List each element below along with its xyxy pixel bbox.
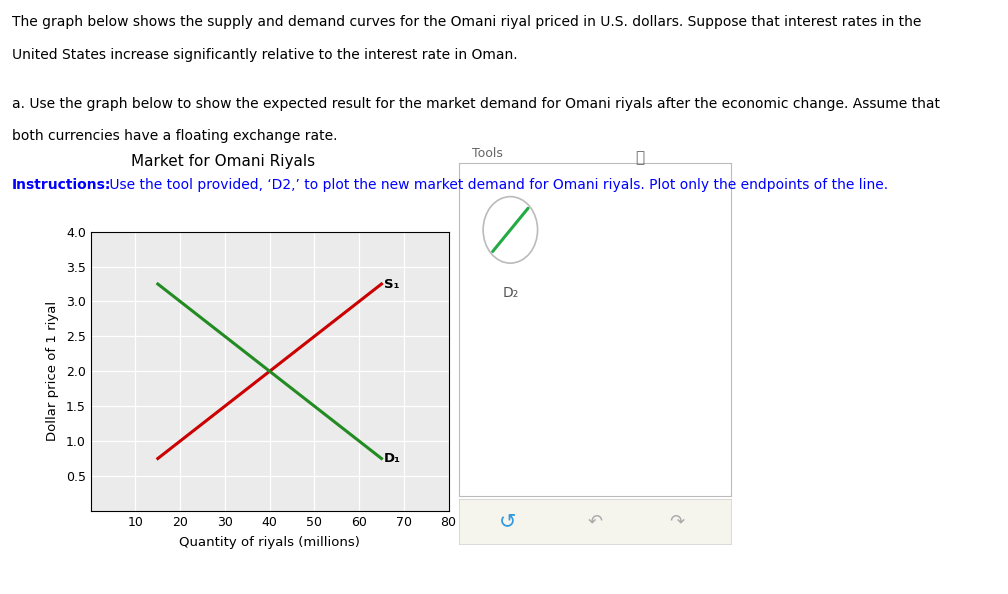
Text: ⓘ: ⓘ bbox=[635, 150, 645, 165]
Text: Use the tool provided, ‘D2,’ to plot the new market demand for Omani riyals. Plo: Use the tool provided, ‘D2,’ to plot the… bbox=[105, 178, 888, 192]
Text: D₂: D₂ bbox=[502, 286, 518, 301]
Text: The graph below shows the supply and demand curves for the Omani riyal priced in: The graph below shows the supply and dem… bbox=[12, 15, 921, 29]
Text: United States increase significantly relative to the interest rate in Oman.: United States increase significantly rel… bbox=[12, 48, 518, 62]
Text: Tools: Tools bbox=[472, 147, 503, 160]
Y-axis label: Dollar price of 1 riyal: Dollar price of 1 riyal bbox=[46, 301, 58, 441]
Text: ↷: ↷ bbox=[668, 512, 684, 530]
Circle shape bbox=[483, 197, 537, 263]
Text: Instructions:: Instructions: bbox=[12, 178, 112, 192]
Text: ↺: ↺ bbox=[499, 511, 516, 531]
Text: D₁: D₁ bbox=[384, 452, 401, 465]
Text: Market for Omani Riyals: Market for Omani Riyals bbox=[131, 154, 316, 169]
Text: a. Use the graph below to show the expected result for the market demand for Oma: a. Use the graph below to show the expec… bbox=[12, 97, 940, 110]
Text: S₁: S₁ bbox=[384, 277, 399, 290]
Text: both currencies have a floating exchange rate.: both currencies have a floating exchange… bbox=[12, 129, 338, 143]
Text: ↶: ↶ bbox=[587, 512, 603, 530]
X-axis label: Quantity of riyals (millions): Quantity of riyals (millions) bbox=[179, 536, 360, 549]
